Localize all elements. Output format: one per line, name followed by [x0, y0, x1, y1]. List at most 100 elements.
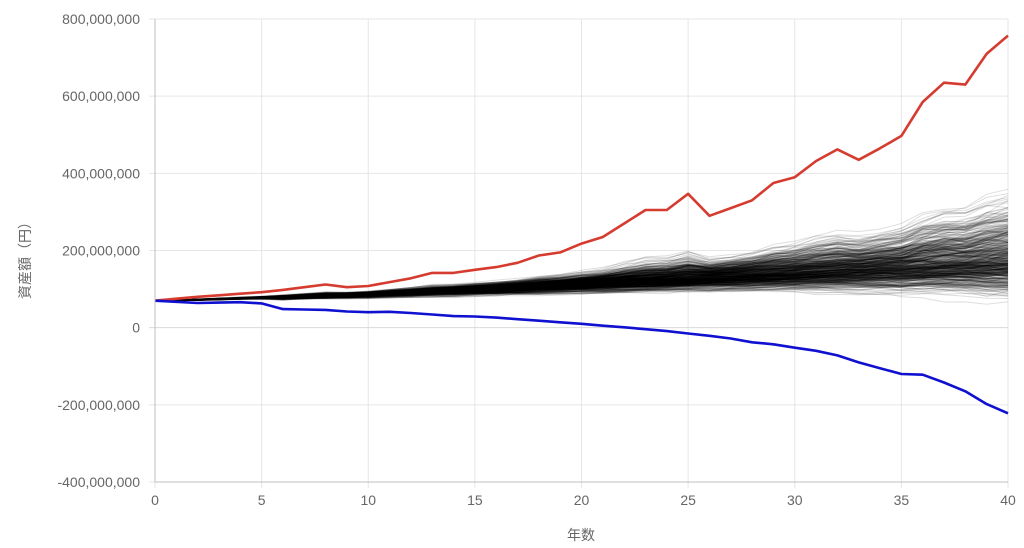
simulation-path [154, 268, 1009, 302]
x-tick-label: 10 [360, 492, 376, 508]
simulation-path [154, 275, 1009, 302]
simulation-path [154, 242, 1009, 302]
simulation-path [154, 277, 1009, 302]
simulation-path [154, 277, 1009, 302]
simulation-path [154, 267, 1009, 302]
simulation-path [154, 264, 1009, 302]
simulation-path [154, 282, 1009, 302]
simulation-path [154, 236, 1009, 302]
simulation-path [154, 244, 1009, 302]
simulation-path [154, 261, 1009, 302]
simulation-path [154, 268, 1009, 302]
simulation-path [154, 270, 1009, 302]
simulation-path [154, 255, 1009, 302]
simulation-path [154, 270, 1009, 302]
simulation-path [154, 259, 1009, 302]
simulation-path [154, 264, 1009, 302]
simulation-path [154, 226, 1009, 302]
simulation-path [154, 262, 1008, 302]
simulation-path [154, 248, 1009, 302]
simulation-path [154, 271, 1009, 302]
simulation-path [154, 272, 1009, 302]
simulation-path [154, 260, 1009, 302]
simulation-path [154, 275, 1009, 302]
simulation-path [154, 244, 1009, 302]
simulation-path [154, 259, 1009, 302]
simulation-path [154, 264, 1009, 302]
simulation-path [154, 263, 1009, 302]
simulation-path [154, 265, 1009, 302]
simulation-path [154, 273, 1009, 302]
simulation-path [154, 223, 1009, 302]
simulation-path [154, 238, 1009, 302]
simulation-path [154, 267, 1009, 302]
simulation-path [154, 215, 1009, 302]
simulation-path [154, 266, 1009, 302]
simulation-path [154, 253, 1009, 302]
simulation-path [154, 229, 1009, 302]
simulation-path [154, 279, 1009, 302]
simulation-path [154, 261, 1009, 302]
simulation-path [154, 268, 1009, 302]
simulation-path [154, 236, 1009, 302]
simulation-path [154, 243, 1009, 302]
simulation-path [154, 261, 1009, 302]
simulation-path [154, 284, 1009, 302]
simulation-path [154, 258, 1009, 302]
simulation-path [154, 264, 1009, 302]
simulation-path [154, 256, 1009, 302]
x-tick-label: 40 [1000, 492, 1016, 508]
simulation-path [154, 248, 1009, 302]
simulation-path [154, 227, 1009, 302]
simulation-path [154, 262, 1009, 302]
simulation-path [154, 272, 1009, 302]
simulation-path [154, 218, 1009, 302]
simulation-path [154, 234, 1009, 302]
simulation-path [154, 221, 1009, 302]
simulation-path [154, 248, 1009, 302]
simulation-path [154, 239, 1009, 302]
y-axis-title: 資産額（円） [18, 215, 34, 299]
simulation-path [154, 257, 1009, 302]
simulation-path [154, 250, 1009, 302]
simulation-path [154, 237, 1009, 302]
simulation-path [154, 273, 1009, 302]
simulation-path [154, 277, 1009, 302]
simulation-path [154, 248, 1009, 302]
simulation-path [154, 248, 1009, 302]
simulation-path [154, 270, 1009, 302]
simulation-path [154, 215, 1009, 302]
simulation-path [154, 275, 1009, 302]
simulation-path [154, 252, 1009, 302]
simulation-path [154, 265, 1009, 302]
simulation-path [154, 245, 1009, 302]
simulation-path [154, 218, 1009, 302]
simulation-path [154, 250, 1009, 302]
simulation-path [154, 269, 1009, 302]
x-tick-label: 35 [894, 492, 910, 508]
simulation-path [154, 272, 1009, 302]
simulation-path [154, 273, 1009, 302]
simulation-path [154, 223, 1009, 302]
simulation-path [154, 281, 1009, 302]
simulation-path [154, 261, 1009, 302]
simulation-path [154, 254, 1009, 302]
simulation-path [154, 214, 1009, 302]
simulation-path [154, 256, 1009, 302]
simulation-path [154, 236, 1009, 302]
simulation-path [154, 228, 1009, 302]
simulation-path [154, 248, 1009, 302]
simulation-path [154, 240, 1009, 302]
simulation-path [154, 254, 1009, 302]
simulation-path [154, 266, 1009, 302]
simulation-path [154, 250, 1009, 302]
simulation-path [154, 259, 1009, 302]
simulation-path [154, 263, 1009, 302]
simulation-path [154, 241, 1009, 302]
series-line-max [154, 34, 1009, 302]
simulation-path [154, 252, 1009, 302]
simulation-path [154, 249, 1009, 302]
simulation-path [154, 240, 1009, 302]
simulation-path [154, 230, 1009, 302]
simulation-path [154, 242, 1009, 302]
